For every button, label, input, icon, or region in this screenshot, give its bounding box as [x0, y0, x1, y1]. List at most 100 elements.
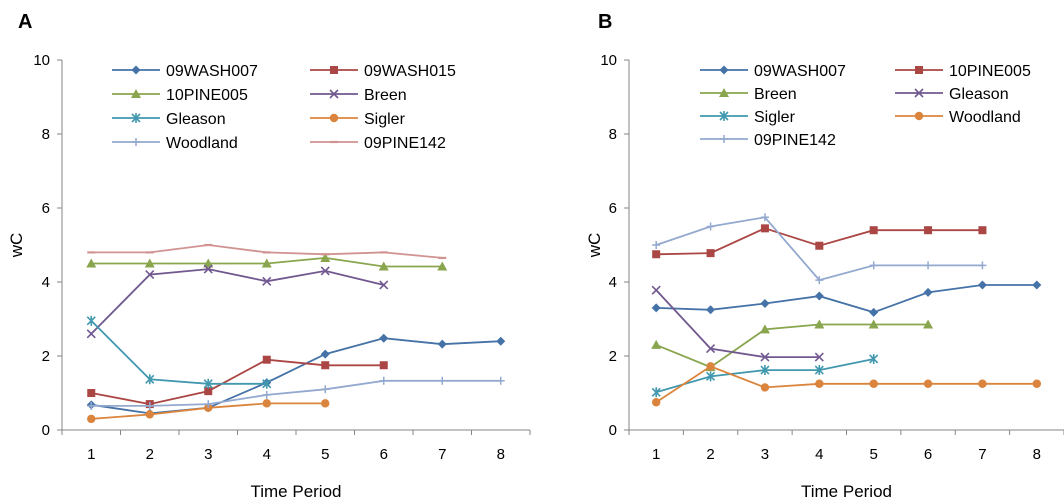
legend-item: Sigler [700, 109, 796, 126]
data-point [759, 324, 770, 334]
series-10pine005 [86, 252, 448, 271]
legend-swatch-marker [719, 111, 729, 121]
data-point [86, 315, 96, 326]
x-tick-label: 5 [321, 446, 329, 463]
series-gleason [86, 315, 272, 389]
y-tick-label: 6 [609, 200, 617, 217]
data-point [869, 353, 879, 364]
legend-item: 09WASH007 [700, 63, 846, 80]
data-point [705, 371, 716, 382]
series-line [90, 268, 385, 335]
data-point [144, 258, 155, 268]
legend-item: Sigler [310, 111, 406, 128]
legend-label: 10PINE005 [166, 87, 248, 104]
data-point [204, 387, 213, 396]
data-point [87, 414, 96, 424]
legend-item: Gleason [112, 111, 226, 128]
data-point [814, 365, 824, 376]
data-point [203, 264, 213, 274]
series-09wash007 [651, 280, 1042, 317]
data-point [651, 398, 661, 407]
data-point [496, 336, 506, 346]
legend-item: Woodland [895, 109, 1021, 126]
data-point [87, 389, 96, 397]
series-line [90, 320, 267, 385]
y-tick-label: 8 [42, 126, 50, 143]
legend-swatch-marker [330, 66, 338, 74]
legend-label: Woodland [949, 109, 1021, 126]
data-point [87, 401, 96, 410]
legend-item: 09PINE142 [310, 135, 446, 152]
y-tick-label: 0 [42, 422, 50, 439]
legend-swatch-marker [132, 138, 140, 146]
data-point [203, 378, 213, 389]
x-tick-label: 6 [380, 446, 388, 463]
legend-label: 09WASH015 [364, 63, 456, 80]
data-point [923, 379, 933, 388]
legend-label: Woodland [166, 135, 238, 152]
legend-swatch-marker [131, 89, 141, 98]
x-tick-label: 5 [870, 446, 878, 463]
data-point [977, 280, 987, 290]
legend-item: Gleason [895, 86, 1009, 103]
x-axis-title: Time Period [801, 482, 892, 501]
data-point [321, 399, 330, 408]
data-point [262, 355, 271, 364]
panel-label: B [598, 11, 612, 33]
data-point [379, 280, 389, 290]
data-point [1032, 379, 1042, 388]
legend-label: 09PINE142 [364, 135, 446, 152]
x-tick-label: 3 [761, 446, 769, 463]
data-point [924, 261, 933, 270]
data-point [760, 352, 770, 362]
data-point [651, 303, 661, 313]
x-tick-label: 4 [815, 446, 823, 463]
data-point [924, 226, 933, 235]
legend-swatch-marker [131, 65, 141, 75]
data-point [814, 352, 824, 362]
x-tick-label: 7 [438, 446, 446, 463]
series-woodland [651, 362, 1042, 407]
legend-label: Gleason [949, 86, 1009, 103]
data-point [815, 276, 824, 285]
data-point [320, 252, 331, 262]
data-point [379, 333, 389, 343]
data-point [814, 291, 824, 301]
data-point [923, 319, 934, 329]
x-tick-label: 7 [978, 446, 986, 463]
x-tick-label: 3 [204, 446, 212, 463]
data-point [378, 261, 389, 271]
data-point [203, 258, 214, 268]
data-point [86, 258, 97, 268]
legend-swatch-marker [915, 66, 923, 74]
data-point [262, 378, 272, 389]
data-point [261, 258, 272, 268]
data-point [760, 365, 770, 376]
data-point [145, 270, 155, 280]
data-point [379, 361, 388, 370]
legend-label: 09WASH007 [754, 63, 846, 80]
y-tick-label: 10 [33, 52, 50, 69]
data-point [978, 379, 987, 388]
legend-swatch-marker [720, 135, 728, 143]
data-point [321, 361, 330, 370]
series-10pine005 [652, 224, 987, 259]
legend-label: Breen [364, 87, 407, 104]
x-tick-label: 1 [87, 446, 95, 463]
data-point [652, 241, 661, 249]
legend-item: Woodland [112, 135, 238, 152]
series-line [656, 227, 983, 256]
legend-swatch-marker [914, 88, 924, 98]
data-point [760, 298, 770, 308]
data-point [760, 213, 769, 222]
data-point [923, 287, 933, 297]
data-point [437, 339, 447, 349]
legend-label: 09WASH007 [166, 63, 258, 80]
data-point [868, 319, 879, 329]
data-point [438, 376, 447, 385]
legend-item: Breen [310, 87, 407, 104]
series-09pine142 [652, 213, 987, 285]
data-point [262, 390, 271, 399]
